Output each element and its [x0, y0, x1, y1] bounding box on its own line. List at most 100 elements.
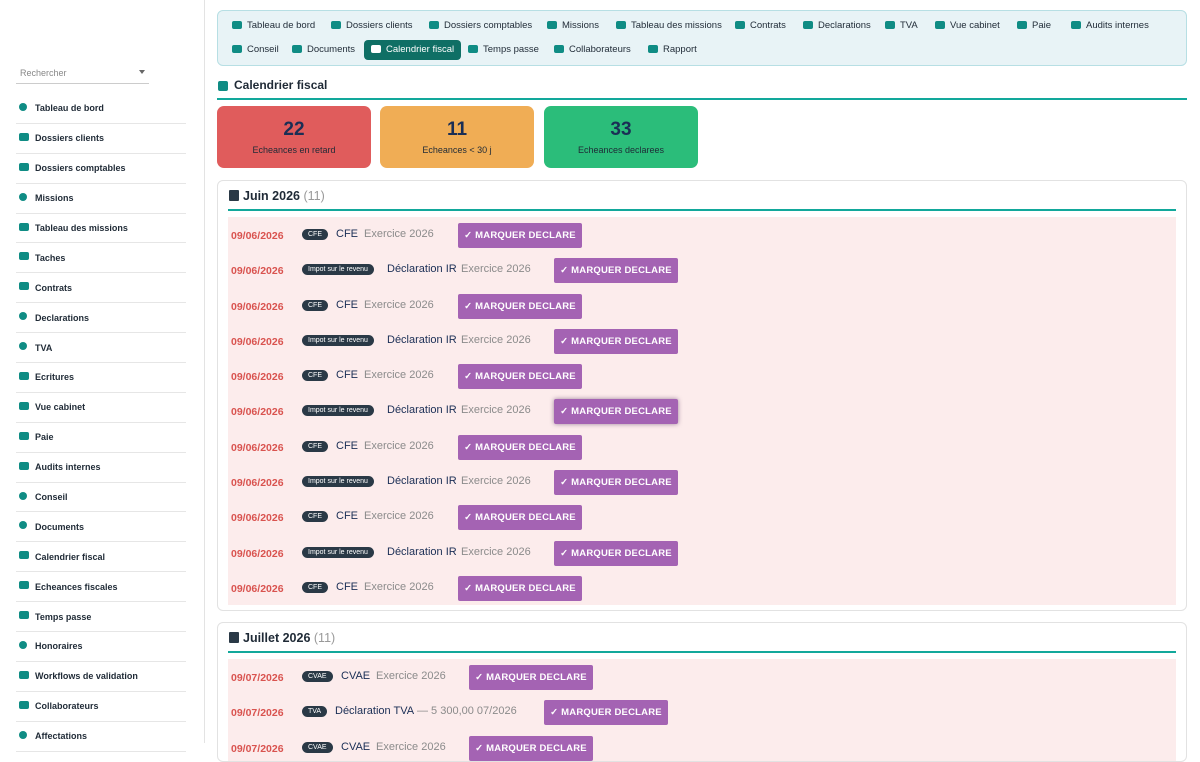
sidebar-item[interactable]: Contrats: [16, 273, 186, 304]
deadline-row: 09/07/2026 TVA Déclaration TVA — 5 300,00 0…: [228, 694, 1176, 729]
deadline-period: Exercice 2026: [376, 740, 446, 753]
sidebar-item[interactable]: Collaborateurs: [16, 692, 186, 722]
check-icon: ✓: [464, 512, 476, 524]
deadline-name: CFE: [336, 228, 358, 240]
nav-tab-label: Vue cabinet: [950, 20, 1000, 31]
nav-tab[interactable]: Collaborateurs: [547, 40, 638, 60]
sidebar-item[interactable]: Taches: [16, 243, 186, 274]
sidebar-item[interactable]: Tableau de bord: [16, 94, 186, 124]
sidebar-item-label: Taches: [35, 252, 66, 263]
nav-tab-label: Conseil: [247, 44, 279, 55]
mark-declared-button[interactable]: ✓ MARQUER DECLARE: [554, 399, 678, 425]
menu-icon: [19, 162, 30, 174]
nav-icon: [1071, 21, 1081, 29]
deadline-period: — 5 300,00 07/2026: [417, 705, 517, 718]
menu-icon: [19, 521, 30, 532]
nav-tab[interactable]: Audits internes: [1064, 16, 1156, 36]
nav-tab[interactable]: Paie: [1010, 16, 1058, 36]
nav-tab[interactable]: Tableau de bord: [225, 16, 322, 36]
nav-tab[interactable]: Temps passe: [461, 40, 546, 60]
month-count: (11): [303, 189, 325, 203]
deadline-name: Déclaration IR: [387, 545, 457, 558]
nav-tab[interactable]: Documents: [285, 40, 362, 60]
sidebar-item[interactable]: Calendrier fiscal: [16, 542, 186, 573]
menu-icon: [19, 611, 30, 622]
tax-type-badge: CVAE: [302, 741, 333, 753]
nav-icon: [468, 45, 478, 53]
sidebar-item-label: Paie: [35, 432, 54, 443]
mark-declared-label: MARQUER DECLARE: [571, 406, 672, 418]
mark-declared-button[interactable]: ✓ MARQUER DECLARE: [554, 258, 678, 284]
nav-icon: [803, 21, 813, 29]
nav-tab[interactable]: Declarations: [796, 16, 878, 36]
menu-icon: [19, 670, 30, 682]
sidebar-item[interactable]: Dossiers clients: [16, 124, 186, 154]
sidebar-item[interactable]: Affectations: [16, 722, 186, 752]
search-select[interactable]: Rechercher: [16, 66, 149, 84]
stat-card: 33 Echeances declarees: [544, 106, 698, 168]
nav-tab[interactable]: Missions: [540, 16, 606, 36]
mark-declared-button[interactable]: ✓ MARQUER DECLARE: [458, 364, 582, 390]
search-placeholder: Rechercher: [20, 68, 67, 78]
mark-declared-button[interactable]: ✓ MARQUER DECLARE: [554, 540, 678, 566]
nav-tab[interactable]: Dossiers comptables: [422, 16, 539, 36]
nav-tab[interactable]: Dossiers clients: [324, 16, 420, 36]
sidebar-item[interactable]: Audits internes: [16, 453, 186, 483]
deadline-period: Exercice 2026: [376, 670, 446, 682]
sidebar-item[interactable]: Vue cabinet: [16, 393, 186, 423]
sidebar-item[interactable]: Conseil: [16, 483, 186, 513]
sidebar-item[interactable]: Dossiers comptables: [16, 154, 186, 184]
sidebar-item-label: Calendrier fiscal: [35, 551, 106, 562]
sidebar-item[interactable]: Honoraires: [16, 632, 186, 662]
month-header: Juillet 2026 (11): [228, 623, 1176, 653]
deadline-period: Exercice 2026: [364, 439, 434, 452]
mark-declared-button[interactable]: ✓ MARQUER DECLARE: [458, 575, 582, 601]
chevron-down-icon[interactable]: [139, 70, 145, 74]
nav-tab[interactable]: Vue cabinet: [928, 16, 1007, 36]
nav-tab[interactable]: Contrats: [728, 16, 793, 36]
sidebar-item[interactable]: Documents: [16, 512, 186, 543]
mark-declared-button[interactable]: ✓ MARQUER DECLARE: [469, 665, 593, 690]
mark-declared-button[interactable]: ✓ MARQUER DECLARE: [458, 434, 582, 460]
sidebar-item[interactable]: TVA: [16, 333, 186, 364]
sidebar-item[interactable]: Declarations: [16, 303, 186, 334]
sidebar-item[interactable]: Missions: [16, 184, 186, 214]
nav-tab-label: Paie: [1032, 20, 1052, 31]
nav-tab[interactable]: Tableau des missions: [609, 16, 729, 36]
mark-declared-button[interactable]: ✓ MARQUER DECLARE: [458, 223, 582, 248]
mark-declared-button[interactable]: ✓ MARQUER DECLARE: [554, 470, 678, 496]
menu-icon: [19, 222, 30, 234]
nav-tab[interactable]: TVA: [878, 16, 925, 36]
sidebar-item[interactable]: Tableau des missions: [16, 214, 186, 244]
mark-declared-button[interactable]: ✓ MARQUER DECLARE: [458, 505, 582, 531]
sidebar-item[interactable]: Workflows de validation: [16, 662, 186, 692]
sidebar-item[interactable]: Echeances fiscales: [16, 572, 186, 603]
mark-declared-button[interactable]: ✓ MARQUER DECLARE: [458, 293, 582, 319]
nav-tab[interactable]: Rapport: [641, 40, 704, 60]
sidebar-item[interactable]: Temps passe: [16, 602, 186, 633]
menu-icon: [19, 551, 30, 562]
check-icon: ✓: [464, 582, 476, 594]
nav-tab-label: Audits internes: [1086, 20, 1149, 31]
deadline-name: CVAE: [341, 670, 371, 682]
mark-declared-button[interactable]: ✓ MARQUER DECLARE: [554, 328, 678, 354]
deadline-date: 09/06/2026: [231, 265, 284, 278]
nav-tab[interactable]: Calendrier fiscal: [364, 40, 462, 60]
deadline-name: Déclaration TVA: [335, 705, 415, 718]
deadline-name: CFE: [336, 510, 358, 523]
nav-icon: [616, 21, 626, 29]
mark-declared-button[interactable]: ✓ MARQUER DECLARE: [469, 735, 593, 761]
mark-declared-label: MARQUER DECLARE: [475, 300, 576, 312]
sidebar-item[interactable]: Ecritures: [16, 363, 186, 393]
deadline-period: Exercice 2026: [461, 333, 531, 346]
sidebar: Rechercher Tableau de bord Dossiers clien…: [0, 0, 205, 752]
nav-tab-label: Temps passe: [483, 44, 539, 55]
page-header: Calendrier fiscal: [217, 78, 1187, 100]
check-icon: ✓: [464, 441, 476, 453]
check-icon: ✓: [560, 547, 572, 559]
calendar-icon: [218, 81, 228, 91]
month-name: Juin 2026: [243, 189, 300, 203]
nav-tab[interactable]: Conseil: [225, 40, 286, 60]
sidebar-item[interactable]: Paie: [16, 423, 186, 453]
mark-declared-button[interactable]: ✓ MARQUER DECLARE: [544, 700, 668, 726]
